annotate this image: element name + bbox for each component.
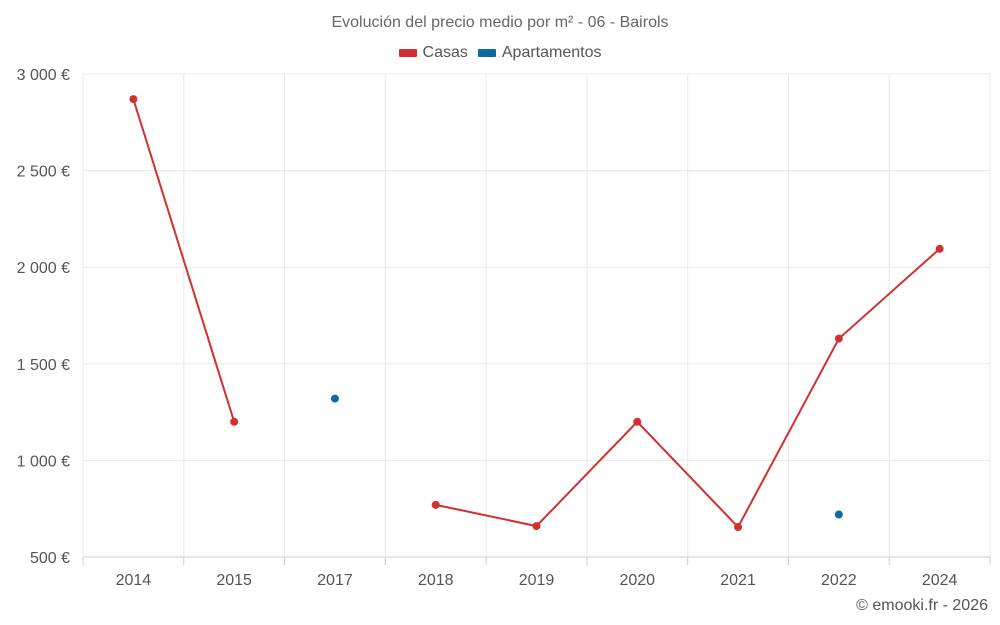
x-tick-label: 2019 <box>519 572 555 589</box>
data-point-casas <box>935 244 944 253</box>
y-tick-label: 1 500 € <box>17 357 70 374</box>
legend-swatch-apartamentos <box>477 49 496 57</box>
data-point-casas <box>431 500 440 509</box>
y-tick-label: 2 500 € <box>17 164 70 181</box>
data-point-casas <box>633 417 642 426</box>
series-line-casas <box>132 98 236 423</box>
data-point-casas <box>230 417 239 426</box>
legend-label-casas: Casas <box>422 44 468 61</box>
y-tick-label: 3 000 € <box>17 67 70 84</box>
data-point-casas <box>834 334 843 343</box>
x-tick-label: 2024 <box>922 572 958 589</box>
data-point-casas <box>532 522 541 531</box>
series-line-casas <box>435 248 941 529</box>
y-tick-label: 1 000 € <box>17 453 70 470</box>
legend: Casas Apartamentos <box>0 44 1000 62</box>
x-tick-label: 2021 <box>720 572 756 589</box>
data-point-apartamentos <box>834 510 843 519</box>
y-tick-label: 2 000 € <box>17 260 70 277</box>
data-point-casas <box>129 95 138 104</box>
credit-text: © emooki.fr - 2026 <box>856 597 988 614</box>
legend-item-apartamentos[interactable]: Apartamentos <box>477 44 602 62</box>
x-tick-label: 2020 <box>619 572 655 589</box>
legend-item-casas[interactable]: Casas <box>398 44 468 62</box>
chart-title: Evolución del precio medio por m² - 06 -… <box>331 14 669 31</box>
data-point-casas <box>734 523 743 532</box>
legend-label-apartamentos: Apartamentos <box>501 44 602 61</box>
x-tick-label: 2022 <box>821 572 857 589</box>
data-point-apartamentos <box>330 394 339 403</box>
x-tick-label: 2018 <box>418 572 454 589</box>
x-tick-label: 2014 <box>116 572 152 589</box>
x-tick-label: 2015 <box>216 572 252 589</box>
legend-swatch-casas <box>398 49 417 57</box>
x-tick-label: 2017 <box>317 572 353 589</box>
y-tick-label: 500 € <box>30 550 70 567</box>
